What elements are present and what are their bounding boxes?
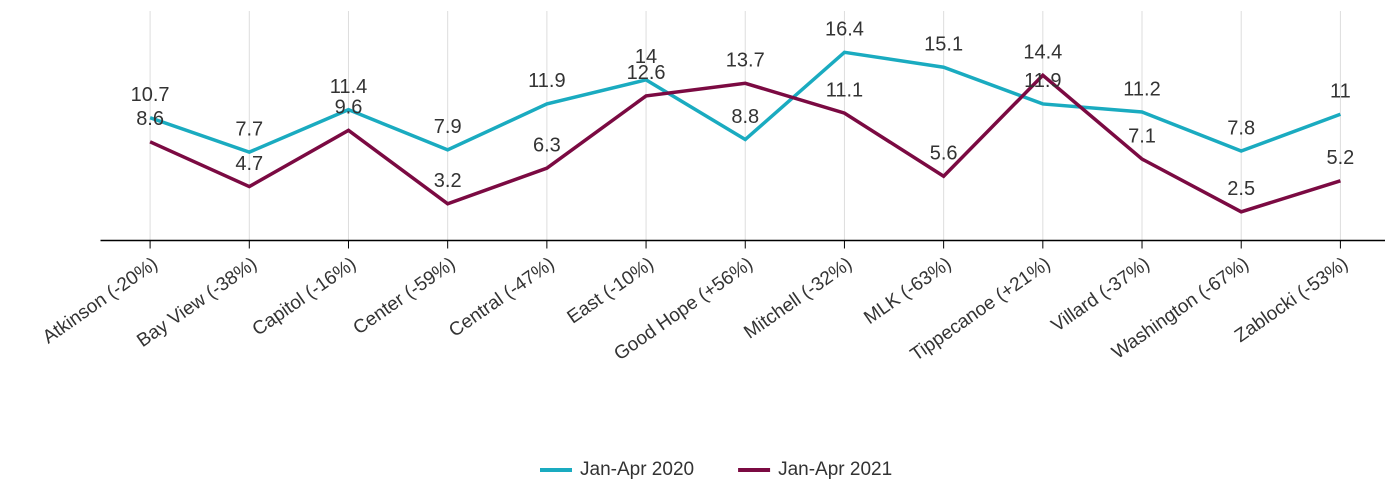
legend: Jan-Apr 2020 Jan-Apr 2021 (540, 459, 892, 480)
x-tick-label: East (-10%) (564, 254, 658, 329)
data-label: 11.2 (1123, 78, 1160, 100)
data-label: 7.7 (235, 118, 263, 140)
data-label: 11.4 (330, 76, 367, 98)
x-tick-label: Capitol (-16%) (249, 254, 361, 341)
data-label: 11.1 (826, 79, 863, 101)
data-label: 6.3 (533, 134, 561, 156)
data-label: 8.6 (136, 108, 164, 130)
data-label: 3.2 (434, 170, 462, 192)
x-tick-label: Center (-59%) (350, 254, 460, 340)
data-label: 11.9 (528, 70, 565, 92)
x-tick-label: Central (-47%) (445, 254, 558, 342)
data-label: 7.8 (1227, 117, 1255, 139)
data-label: 14 (635, 46, 657, 68)
x-tick-label: Mitchell (-32%) (740, 254, 856, 344)
data-label: 10.7 (131, 84, 170, 106)
data-label: 7.9 (434, 116, 462, 138)
data-label: 9.6 (335, 97, 363, 119)
data-label: 11 (1330, 81, 1351, 103)
data-label: 4.7 (235, 153, 263, 175)
legend-label: Jan-Apr 2020 (580, 459, 694, 480)
legend-label: Jan-Apr 2021 (778, 459, 892, 480)
data-label: 15.1 (924, 34, 963, 56)
data-label: 2.5 (1227, 178, 1255, 200)
data-label: 8.8 (731, 106, 759, 128)
data-label: 13.7 (726, 50, 765, 72)
x-tick-label: Villard (-37%) (1048, 254, 1154, 337)
series-line (149, 72, 1341, 214)
data-label: 7.1 (1128, 125, 1156, 147)
data-label: 16.4 (825, 19, 864, 41)
series-line (149, 50, 1342, 155)
x-tick-label: MLK (-63%) (860, 254, 955, 329)
data-label: 5.2 (1326, 147, 1354, 169)
data-label: 5.6 (930, 143, 958, 165)
data-label: 12.6 (627, 62, 666, 84)
data-label: 14.4 (1023, 42, 1062, 64)
data-label: 11.9 (1024, 70, 1061, 92)
